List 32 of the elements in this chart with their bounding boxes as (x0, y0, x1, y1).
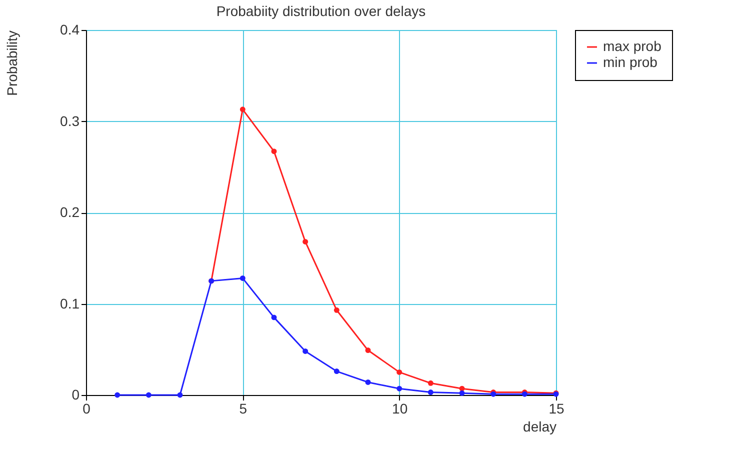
point (177, 392, 183, 398)
point (459, 390, 465, 396)
y-axis-title: Probability (4, 30, 20, 96)
point (302, 348, 308, 354)
point (302, 238, 308, 244)
x-tick-label: 0 (82, 400, 91, 416)
point (428, 390, 434, 395)
point (114, 392, 120, 398)
x-tick-label: 15 (548, 400, 564, 416)
x-tick-label: 5 (239, 400, 248, 416)
point (271, 314, 277, 320)
point (146, 392, 152, 398)
point (334, 368, 340, 374)
point (396, 369, 402, 375)
point (428, 380, 434, 386)
point (365, 348, 371, 354)
y-tick-label: 0.2 (60, 204, 80, 220)
point (396, 386, 402, 392)
x-axis-title: delay (523, 418, 556, 434)
y-tick-label: 0.3 (60, 112, 80, 129)
chart-title: Probabiity distribution over delays (216, 3, 426, 19)
point (271, 148, 277, 154)
y-tick-label: 0.4 (60, 22, 80, 38)
x-tick-label: 10 (392, 400, 408, 416)
legend-label: min prob (603, 54, 658, 70)
point (240, 106, 246, 112)
point (334, 307, 340, 313)
point (240, 275, 246, 281)
y-tick-label: 0 (72, 386, 80, 402)
legend-label: max prob (603, 38, 662, 54)
point (365, 379, 371, 385)
y-tick-label: 0.1 (60, 295, 80, 312)
